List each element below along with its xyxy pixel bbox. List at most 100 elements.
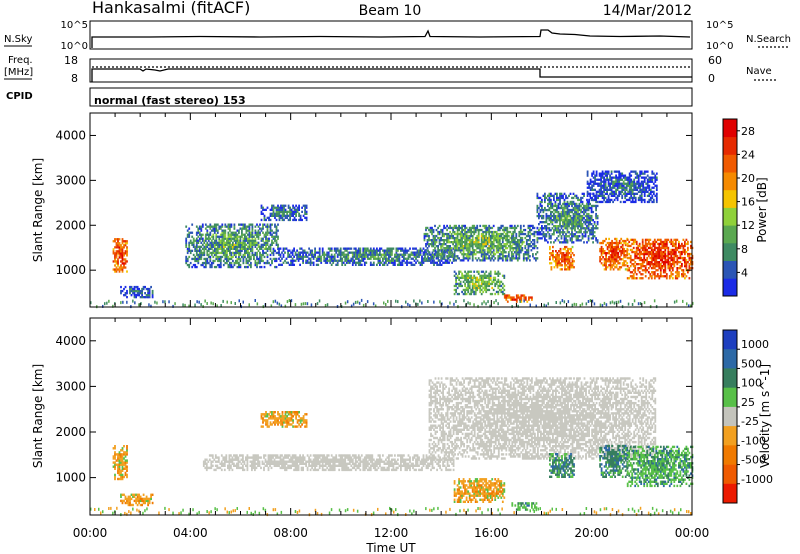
echo-cell: [639, 194, 642, 197]
echo-cell: [609, 178, 611, 181]
echo-cell: [467, 284, 470, 288]
echo-cell: [201, 247, 204, 250]
echo-cell: [256, 223, 258, 226]
echo-cell: [218, 265, 221, 269]
echo-cell: [257, 231, 260, 234]
echo-cell: [253, 241, 255, 244]
echo-cell: [330, 255, 333, 258]
echo-cell: [568, 262, 571, 265]
echo-cell: [644, 265, 647, 268]
echo-cell: [398, 257, 401, 260]
echo-cell: [376, 263, 378, 266]
echo-cell: [605, 303, 608, 307]
echo-cell: [449, 230, 451, 234]
echo-cell: [459, 245, 462, 248]
echo-cell: [434, 241, 436, 244]
echo-cell: [571, 258, 574, 261]
echo-cell: [491, 257, 494, 260]
echo-cell: [362, 249, 365, 252]
echo-cell: [467, 239, 470, 242]
echo-cell: [120, 266, 122, 269]
echo-cell: [260, 229, 263, 232]
echo-cell: [608, 252, 610, 255]
echo-cell: [203, 251, 206, 255]
echo-cell: [501, 239, 504, 242]
echo-cell: [242, 245, 245, 248]
echo-cell: [441, 257, 444, 260]
echo-cell: [291, 253, 294, 256]
echo-cell: [561, 252, 563, 255]
echo-cell: [269, 231, 272, 234]
echo-cell: [409, 261, 411, 264]
echo-cell: [290, 214, 293, 217]
power-y-axis-label: Slant Range [km]: [31, 158, 45, 262]
echo-cell: [681, 252, 683, 256]
echo-cell: [619, 178, 622, 181]
echo-cell: [256, 255, 258, 259]
echo-cell: [449, 224, 451, 228]
echo-cell: [480, 259, 483, 262]
echo-cell: [492, 224, 495, 228]
echo-cell: [612, 184, 614, 187]
echo-cell: [198, 227, 201, 230]
echo-cell: [265, 208, 267, 211]
echo-cell: [435, 245, 438, 248]
echo-cell: [383, 257, 386, 260]
echo-cell: [517, 294, 520, 297]
echo-cell: [465, 245, 468, 248]
echo-cell: [520, 298, 523, 301]
echo-cell: [544, 200, 546, 204]
echo-cell: [302, 259, 304, 262]
echo-cell: [392, 261, 395, 264]
echo-cell: [513, 257, 516, 260]
echo-cell: [600, 184, 602, 187]
echo-cell: [592, 170, 595, 173]
echo-cell: [485, 245, 488, 248]
echo-cell: [247, 265, 249, 269]
echo-cell: [357, 253, 360, 256]
echo-cell: [326, 255, 329, 258]
echo-cell: [636, 180, 639, 183]
echo-cell: [598, 182, 601, 185]
echo-cell: [245, 261, 248, 265]
echo-cell: [210, 229, 213, 232]
echo-cell: [446, 259, 449, 262]
echo-cell: [670, 265, 673, 268]
nsearch-tick-top: 10^5: [706, 20, 733, 31]
echo-cell: [401, 253, 404, 256]
echo-cell: [549, 262, 551, 265]
echo-cell: [542, 208, 545, 212]
echo-cell: [344, 301, 347, 305]
echo-cell: [348, 259, 351, 262]
echo-cell: [611, 250, 613, 253]
echo-cell: [221, 225, 224, 228]
echo-cell: [317, 251, 320, 254]
echo-cell: [452, 234, 454, 238]
echo-cell: [421, 263, 423, 266]
echo-cell: [650, 254, 653, 258]
echo-cell: [512, 226, 515, 230]
echo-cell: [483, 236, 486, 240]
echo-cell: [132, 287, 134, 291]
echo-cell: [639, 182, 642, 185]
echo-cell: [592, 210, 594, 214]
echo-cell: [612, 264, 615, 267]
echo-cell: [640, 246, 643, 250]
echo-cell: [453, 251, 456, 254]
echo-cell: [609, 192, 611, 195]
echo-cell: [462, 251, 465, 254]
echo-cell: [587, 229, 590, 232]
echo-cell: [612, 268, 615, 271]
echo-cell: [501, 290, 504, 294]
echo-cell: [674, 254, 677, 258]
echo-cell: [239, 243, 242, 246]
echo-cell: [650, 248, 653, 252]
echo-cell: [260, 206, 263, 209]
echo-cell: [212, 251, 215, 255]
echo-cell: [209, 231, 212, 234]
echo-cell: [385, 251, 387, 254]
echo-cell: [548, 208, 551, 212]
echo-cell: [189, 249, 192, 252]
echo-cell: [471, 251, 474, 254]
echo-cell: [453, 253, 456, 256]
